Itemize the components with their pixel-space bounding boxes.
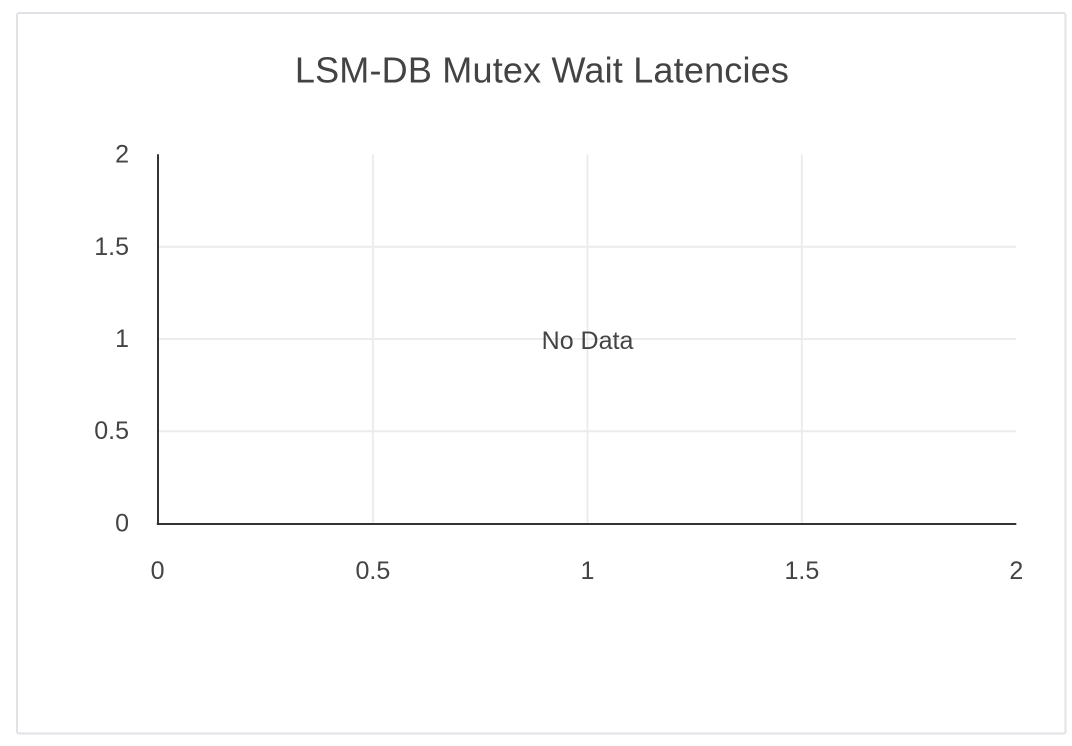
svg-text:1: 1 (115, 325, 129, 353)
svg-text:LSM-DB Mutex Wait Latencies: LSM-DB Mutex Wait Latencies (295, 50, 789, 91)
svg-text:0.5: 0.5 (94, 417, 129, 445)
svg-text:0: 0 (115, 509, 129, 537)
svg-text:1.5: 1.5 (94, 233, 129, 261)
svg-text:0.5: 0.5 (356, 557, 391, 585)
svg-text:2: 2 (1009, 557, 1023, 585)
svg-text:No Data: No Data (542, 327, 634, 355)
svg-text:1: 1 (581, 557, 595, 585)
svg-text:0: 0 (151, 557, 165, 585)
svg-text:1.5: 1.5 (785, 557, 820, 585)
svg-text:2: 2 (115, 141, 129, 169)
